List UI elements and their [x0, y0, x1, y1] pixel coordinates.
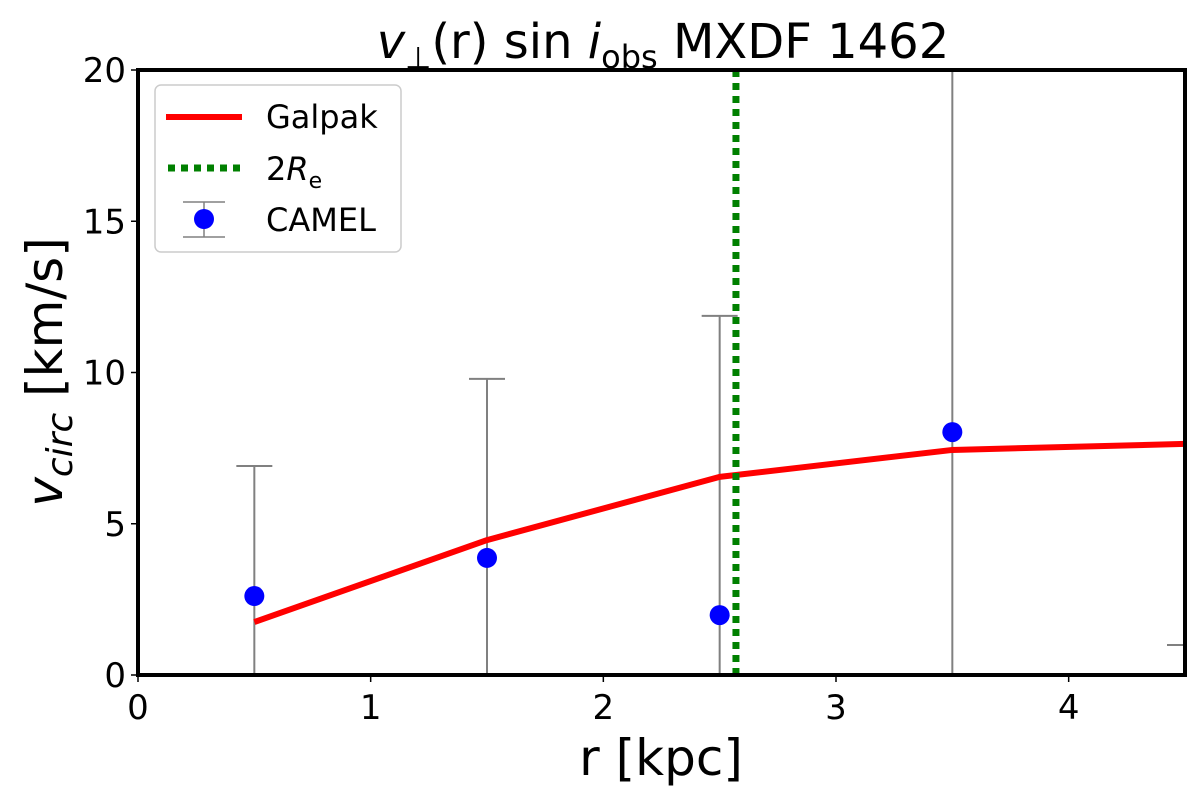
x-axis-label: r [kpc]	[579, 729, 743, 787]
x-tick-label: 0	[127, 688, 149, 728]
legend-camel-swatch	[183, 201, 225, 238]
y-tick-label: 0	[104, 656, 126, 696]
chart-title: v⊥(r) sin iobs MXDF 1462	[377, 14, 949, 76]
legend-box	[154, 84, 402, 253]
camel-point	[477, 547, 497, 568]
legend-galpak-label: Galpak	[266, 98, 378, 136]
x-tick-label: 3	[825, 688, 847, 728]
y-tick-label: 5	[104, 505, 126, 545]
galpak-line	[253, 440, 1185, 625]
y-axis-label: vcirc [km/s]	[16, 237, 81, 506]
legend-2re-label: 2Re	[266, 150, 322, 194]
y-tick-label: 20	[83, 51, 126, 91]
legend: Galpak 2Re CAMEL	[154, 84, 402, 253]
x-tick-label: 4	[1058, 688, 1080, 728]
y-tick-label: 10	[83, 354, 126, 394]
x-tick-label: 1	[360, 688, 382, 728]
camel-point	[709, 605, 730, 626]
y-tick-label: 15	[83, 202, 126, 242]
legend-camel-label: CAMEL	[266, 201, 376, 239]
x-tick-label: 2	[593, 688, 615, 728]
camel-point	[244, 586, 265, 607]
camel-point	[942, 422, 963, 443]
